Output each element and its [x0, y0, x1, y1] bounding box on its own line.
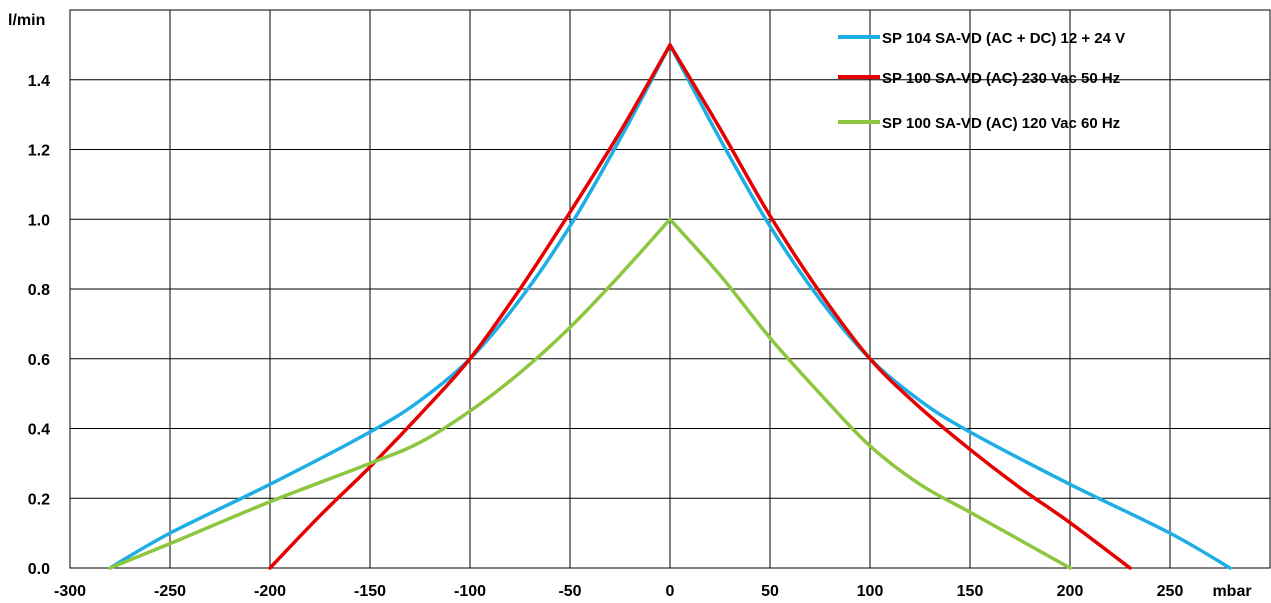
y-tick-label: 0.8: [28, 282, 50, 299]
x-tick-label: -250: [154, 583, 186, 600]
series-line-2: [268, 43, 1132, 570]
x-tick-label: 100: [857, 583, 884, 600]
x-tick-label: 200: [1057, 583, 1084, 600]
y-tick-label: 1.2: [28, 143, 50, 160]
y-tick-label: 0.4: [28, 422, 50, 439]
x-tick-label: -50: [558, 583, 581, 600]
series-lines: [108, 43, 1232, 570]
x-tick-label: 0: [666, 583, 675, 600]
y-tick-label: 1.4: [28, 73, 50, 90]
y-axis-label: l/min: [8, 12, 45, 29]
x-tick-label: -300: [54, 583, 86, 600]
y-tick-label: 0.0: [28, 561, 50, 578]
x-tick-label: -100: [454, 583, 486, 600]
y-tick-label: 1.0: [28, 212, 50, 229]
tick-labels: -300 -250 -200 -150 -100 -50 0 50 100 150 200 250 mb…: [8, 12, 1252, 600]
x-tick-label: -150: [354, 583, 386, 600]
x-tick-label: 50: [761, 583, 779, 600]
y-tick-label: 0.6: [28, 352, 50, 369]
y-tick-label: 0.2: [28, 491, 50, 508]
legend-label-2: SP 100 SA-VD (AC) 230 Vac 50 Hz: [882, 70, 1120, 87]
legend-label-3: SP 100 SA-VD (AC) 120 Vac 60 Hz: [882, 115, 1120, 132]
legend: SP 104 SA-VD (AC + DC) 12 + 24 V SP 100 S…: [838, 30, 1125, 132]
x-axis-label: mbar: [1212, 583, 1251, 600]
legend-label-1: SP 104 SA-VD (AC + DC) 12 + 24 V: [882, 30, 1125, 47]
x-tick-label: 150: [957, 583, 984, 600]
x-tick-label: -200: [254, 583, 286, 600]
x-tick-label: 250: [1157, 583, 1184, 600]
grid: [69, 9, 1271, 569]
series-line-3: [108, 217, 1072, 570]
